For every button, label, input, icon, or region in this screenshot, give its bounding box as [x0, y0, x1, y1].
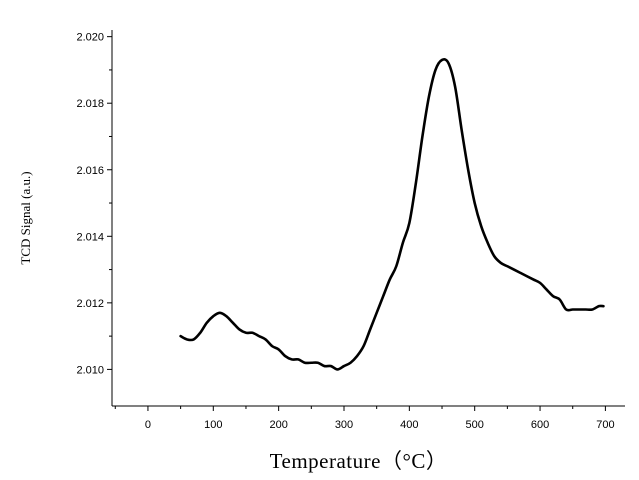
x-tick-label: 700 [596, 419, 614, 431]
axes [111, 30, 625, 407]
y-tick-label: 2.020 [76, 32, 104, 44]
y-tick-label: 2.014 [76, 231, 104, 243]
y-tick-label: 2.018 [76, 98, 104, 110]
y-tick-label: 2.010 [76, 364, 104, 376]
y-tick-label: 2.012 [76, 298, 104, 310]
x-axis-ticks: 0 100 200 300 400 500 600 700 [114, 406, 615, 431]
x-tick-label: 0 [145, 419, 151, 431]
x-tick-label: 100 [204, 419, 222, 431]
x-tick-label: 200 [269, 419, 287, 431]
y-axis-ticks: 2.010 2.012 2.014 2.016 2.018 2.020 [76, 32, 112, 376]
x-tick-label: 600 [531, 419, 549, 431]
x-tick-label: 500 [466, 419, 484, 431]
series-line [179, 58, 605, 371]
x-tick-label: 400 [400, 419, 418, 431]
y-tick-label: 2.016 [76, 165, 104, 177]
x-axis-label: Temperature（°C） [270, 449, 448, 473]
x-tick-label: 300 [335, 419, 353, 431]
y-axis-label: TCD Signal (a.u.) [18, 171, 33, 264]
